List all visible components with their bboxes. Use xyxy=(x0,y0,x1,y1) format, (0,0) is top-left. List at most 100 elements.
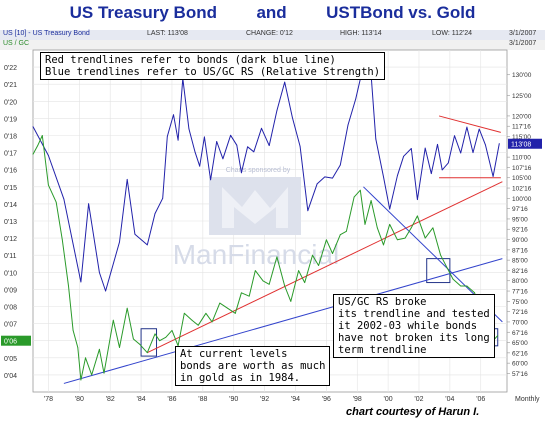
left-tick-label: 0'12 xyxy=(4,236,17,243)
page-title: US Treasury Bond and USTBond vs. Gold xyxy=(0,3,545,23)
ratio-point xyxy=(312,254,313,256)
right-tick-label: 72'16 xyxy=(512,309,528,316)
bond-point xyxy=(478,128,480,130)
right-tick-label: 65'00 xyxy=(512,340,528,347)
bond-point xyxy=(119,241,120,243)
bond-point xyxy=(424,147,426,149)
ratio-point xyxy=(61,239,63,241)
ratio-point xyxy=(126,307,128,309)
ratio-point xyxy=(262,280,264,282)
bond-point xyxy=(284,81,286,83)
left-tick-label: 0'19 xyxy=(4,116,17,123)
ratio-point xyxy=(410,227,412,229)
ratio-point xyxy=(248,295,250,297)
ratio-point xyxy=(183,312,185,314)
chart-credit: chart courtesy of Harun I. xyxy=(346,406,480,418)
title-right: USTBond vs. Gold xyxy=(326,3,476,22)
bond-point xyxy=(268,145,270,146)
watermark-line1: Charts sponsored by xyxy=(226,167,291,174)
left-tick-label: 0'21 xyxy=(4,82,17,89)
ratio-point xyxy=(68,285,69,287)
right-tick-label: 87'16 xyxy=(512,247,528,254)
red-trendline xyxy=(147,181,503,354)
legend-annotation: Red trendlines refer to bonds (dark blue… xyxy=(40,52,386,80)
header-ratio-symbol: US / GC xyxy=(3,40,30,47)
left-tick-label: 0'07 xyxy=(4,322,17,329)
right-tick-label: 62'16 xyxy=(512,350,528,357)
left-tick-label: 0'18 xyxy=(4,134,17,141)
bond-point xyxy=(261,127,262,129)
right-tick-label: 80'00 xyxy=(512,278,528,285)
bond-point xyxy=(236,144,238,146)
ratio-point xyxy=(440,254,442,256)
right-tick-label: 120'00 xyxy=(512,113,532,120)
ratio-point xyxy=(205,312,207,314)
x-tick-label: '98 xyxy=(353,396,362,403)
left-tick-label: 0'16 xyxy=(4,168,17,175)
ratio-point xyxy=(383,244,384,246)
left-last-value-label: 0'06 xyxy=(4,339,17,346)
right-tick-label: 57'16 xyxy=(512,371,528,378)
bond-point xyxy=(299,146,301,147)
right-tick-label: 92'16 xyxy=(512,227,528,234)
bond-point xyxy=(177,139,179,141)
ratio-point xyxy=(41,135,43,136)
last-value-labels: 113'08 0'06 xyxy=(1,138,542,346)
ratio-point xyxy=(146,352,148,354)
ratio-point xyxy=(298,270,299,271)
ratio-point xyxy=(154,333,156,335)
ratio-point xyxy=(37,145,39,147)
bond-series-line xyxy=(32,53,500,292)
broke-line1: US/GC RS broke xyxy=(338,296,427,308)
ratio-point xyxy=(417,215,418,217)
bond-point xyxy=(126,178,128,180)
bond-point xyxy=(134,233,136,235)
left-tick-label: 0'10 xyxy=(4,270,17,277)
right-tick-label: 67'16 xyxy=(512,330,528,337)
bond-point xyxy=(466,126,468,128)
header-bond-last: LAST: 113'08 xyxy=(147,30,188,37)
ratio-point xyxy=(254,270,256,271)
right-tick-label: 70'00 xyxy=(512,319,528,326)
right-tick-label: 110'00 xyxy=(512,155,531,162)
right-tick-label: 77'16 xyxy=(512,289,528,296)
ratio-point xyxy=(359,189,361,191)
right-tick-label: 75'00 xyxy=(512,299,528,306)
title-mid: and xyxy=(256,3,287,22)
right-tick-label: 107'16 xyxy=(512,165,532,172)
bond-point xyxy=(48,155,49,156)
bond-point xyxy=(383,176,384,178)
left-tick-label: 0'08 xyxy=(4,305,17,312)
x-tick-label: '92 xyxy=(260,396,269,403)
bond-point xyxy=(403,155,404,157)
broke-line3: it 2002-03 while bonds xyxy=(338,320,478,332)
ratio-point xyxy=(85,357,86,359)
bond-point xyxy=(460,152,462,154)
broke-line2: its trendline and tested xyxy=(338,308,490,320)
bond-point xyxy=(166,136,168,137)
ratio-point xyxy=(432,227,434,229)
bond-point xyxy=(241,172,242,174)
ratio-point xyxy=(234,312,236,314)
bond-point xyxy=(230,134,232,136)
x-tick-label: '06 xyxy=(476,396,485,403)
ratio-point xyxy=(132,338,134,340)
bond-point xyxy=(472,152,474,154)
bond-point xyxy=(162,197,164,199)
right-tick-label: 130'00 xyxy=(512,72,532,79)
bond-point xyxy=(216,141,218,142)
bond-point xyxy=(410,148,412,149)
ratio-point xyxy=(227,307,228,309)
header-bond: US [10] - US Treasury Bond LAST: 113'08 … xyxy=(0,30,545,40)
bond-point xyxy=(339,164,341,166)
x-tick-label: '86 xyxy=(167,396,176,403)
header-bond-high: HIGH: 113'14 xyxy=(340,30,382,37)
bond-point xyxy=(454,135,455,137)
header-ratio: US / GC 3/1/2007 xyxy=(0,40,545,50)
left-tick-label: 0'13 xyxy=(4,219,17,226)
bond-point xyxy=(307,210,309,212)
title-left: US Treasury Bond xyxy=(69,3,217,22)
ratio-point xyxy=(55,201,57,203)
ratio-point xyxy=(364,224,366,225)
watermark: Charts sponsored by ManFinancial xyxy=(173,167,340,270)
